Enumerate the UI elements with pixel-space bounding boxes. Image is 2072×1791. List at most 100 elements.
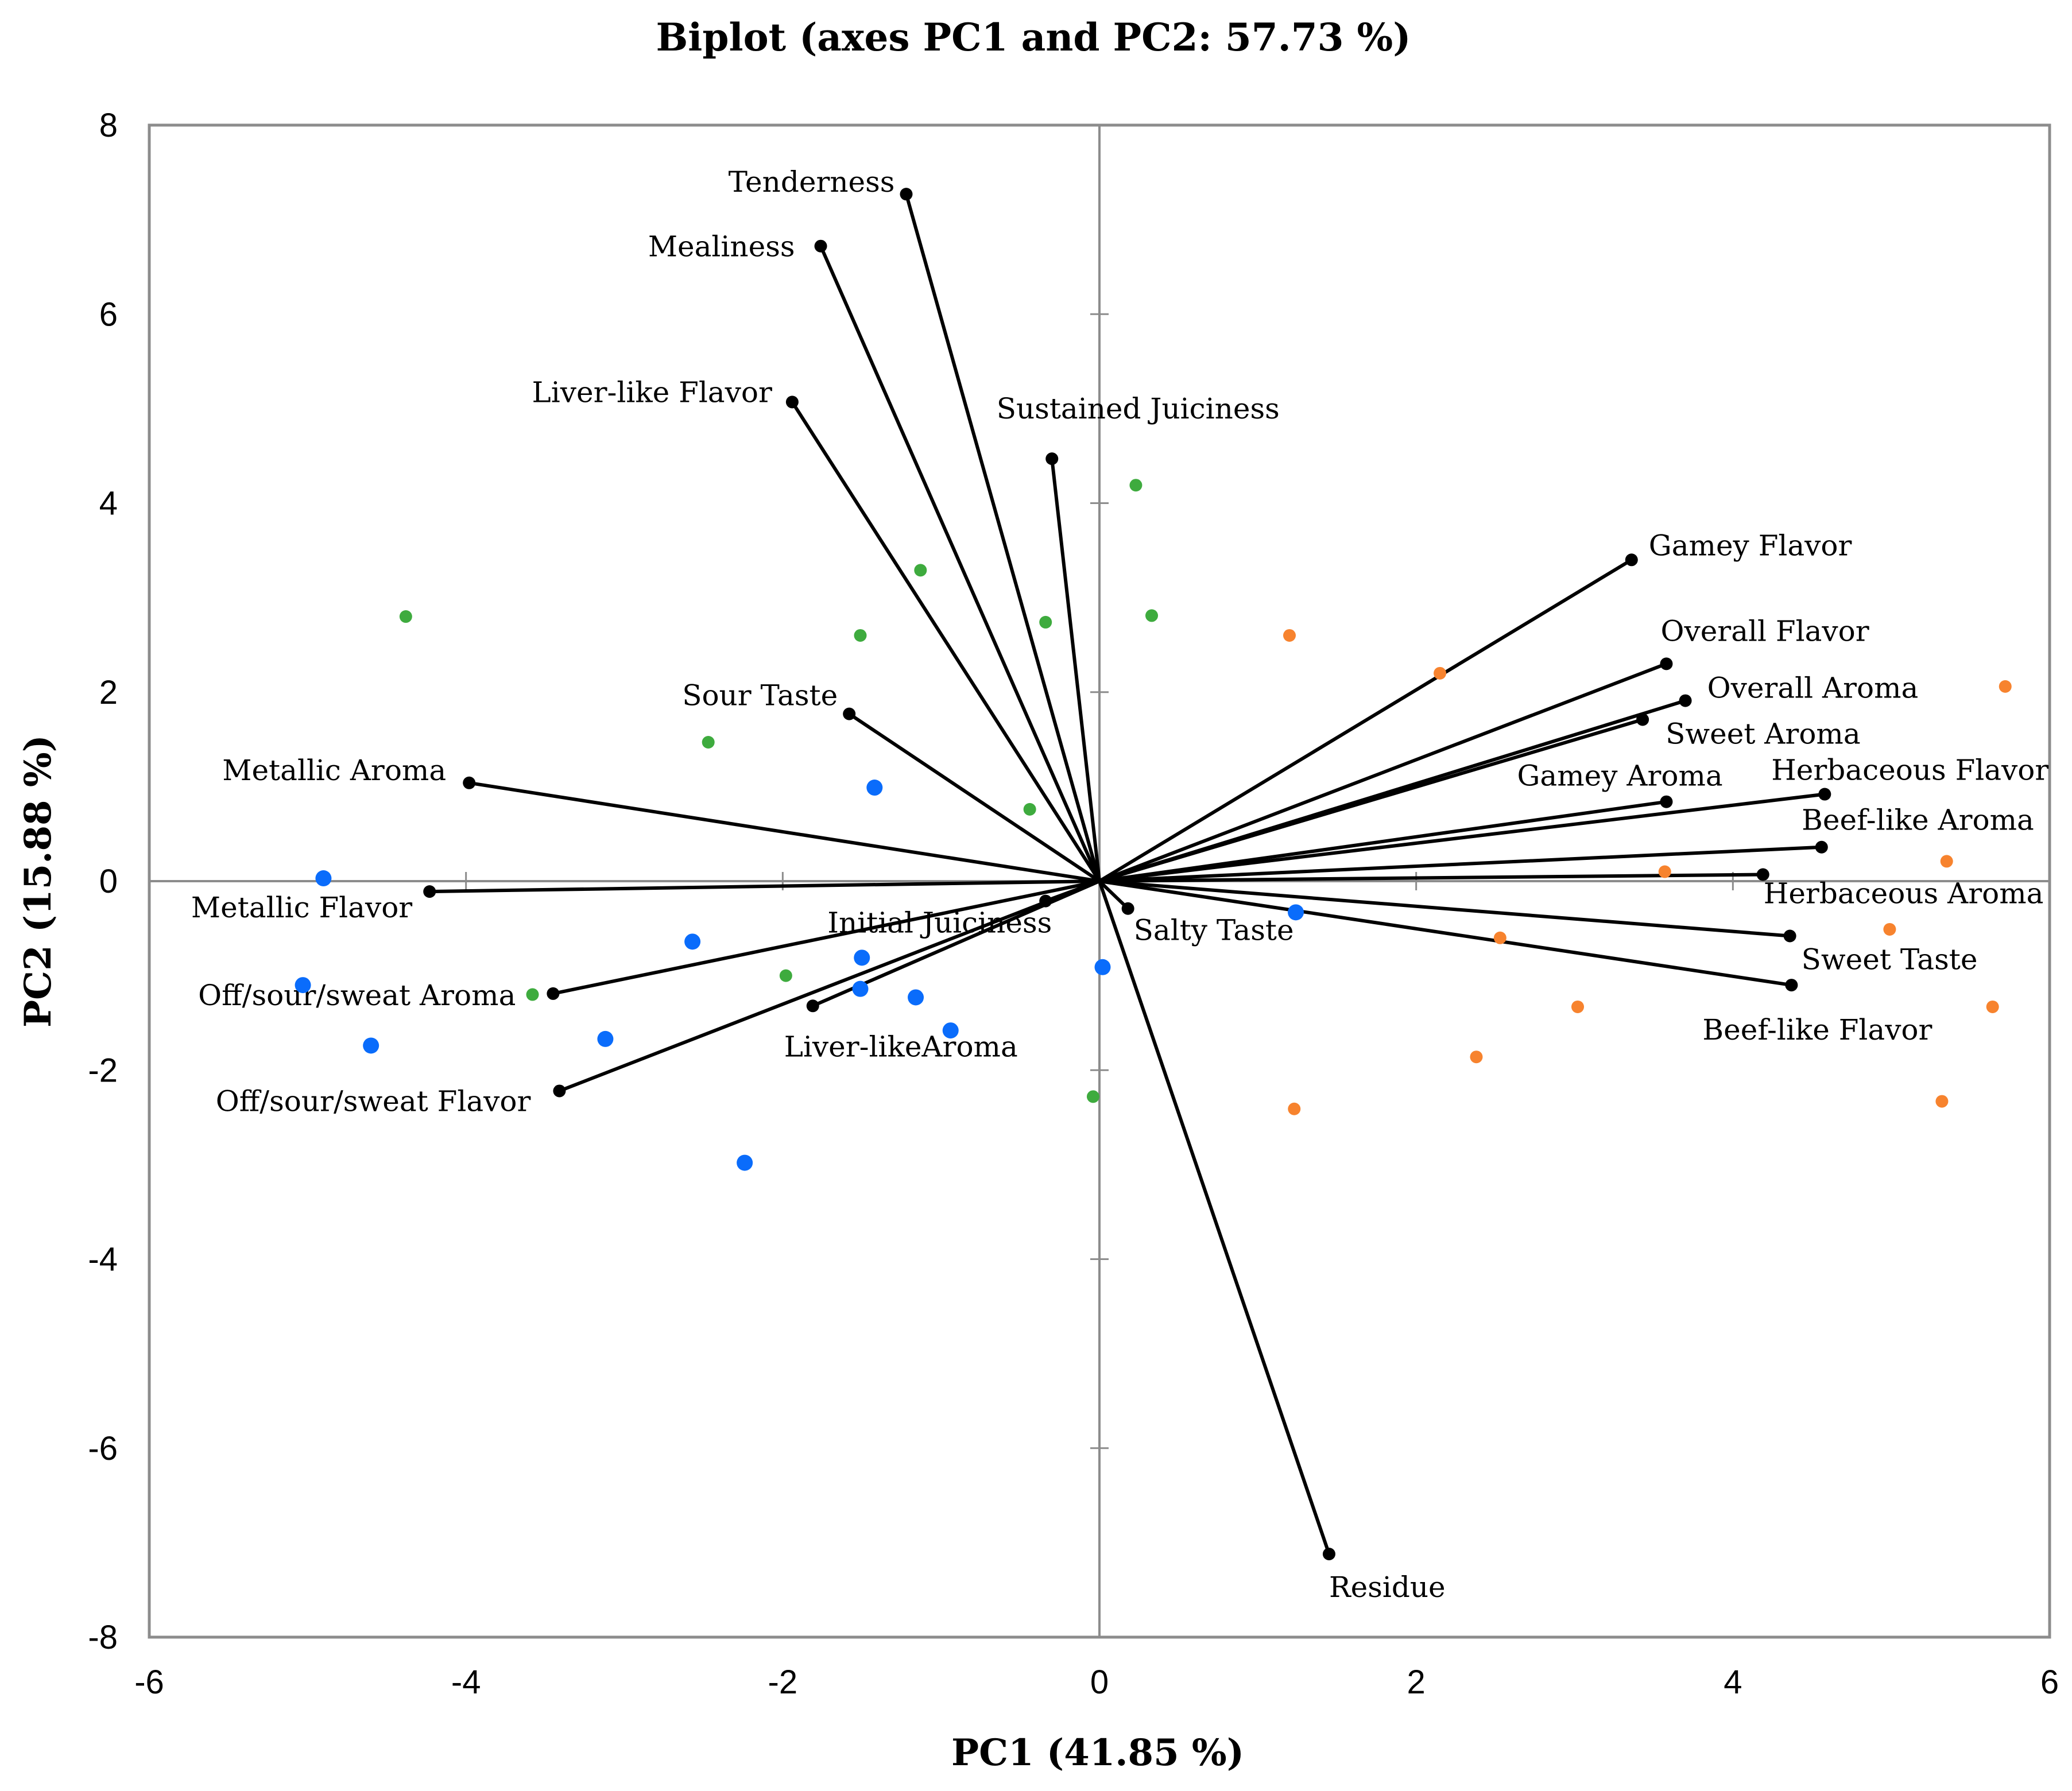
point-orange [1658,865,1671,878]
vector-endpoint-liver-likearoma [806,999,819,1013]
vector-endpoint-sustained-juiciness [1045,452,1059,466]
vector-endpoint-off-sour-sweat-flavor [553,1084,566,1098]
y-tick-label: -8 [88,1619,118,1656]
vector-tenderness [904,193,1101,882]
y-tick-label: 0 [99,863,118,900]
point-green [399,610,412,623]
vector-label-liver-like-flavor: Liver-like Flavor [532,375,772,409]
vector-label-liver-likearoma: Liver-likeAroma [784,1030,1018,1063]
vector-label-sustained-juiciness: Sustained Juiciness [997,392,1280,425]
vector-endpoint-herbaceous-aroma [1756,868,1769,881]
vector-liver-like-flavor [791,401,1101,882]
point-blue [684,933,701,950]
vector-endpoint-metallic-flavor [423,885,436,898]
point-blue [852,980,869,997]
vector-endpoint-beef-like-aroma [1815,840,1828,854]
vector-endpoint-metallic-aroma [463,776,476,789]
point-orange [1935,1095,1949,1108]
vector-endpoint-gamey-flavor [1625,553,1638,567]
point-green [1039,615,1052,629]
vector-sweet-taste [1099,879,1790,938]
y-tick-label: -4 [88,1241,118,1278]
y-tick-label: -6 [88,1430,118,1467]
vector-label-sour-taste: Sour Taste [682,679,838,712]
point-orange [1434,666,1447,680]
vector-metallic-aroma [468,781,1100,883]
vector-label-overall-flavor: Overall Flavor [1660,614,1869,648]
point-green [779,969,792,982]
point-orange [1571,1000,1585,1013]
vector-label-gamey-flavor: Gamey Flavor [1649,529,1852,562]
x-axis-label: PC1 (41.85 %) [951,1731,1244,1774]
vector-endpoint-gamey-aroma [1660,795,1673,808]
point-green [1023,803,1036,816]
point-green [854,629,867,642]
x-tick-label: 4 [1724,1664,1742,1701]
vector-endpoint-beef-like-flavor [1785,979,1798,992]
point-blue [854,949,870,966]
y-tick-label: 4 [99,485,118,522]
vector-sour-taste [848,712,1101,883]
vector-endpoint-mealiness [814,239,827,253]
vector-endpoint-overall-aroma [1679,694,1692,707]
vector-label-overall-aroma: Overall Aroma [1707,672,1919,705]
point-green [1129,479,1142,492]
vector-herbaceous-aroma [1099,873,1763,883]
point-blue [866,780,883,796]
vector-label-herbaceous-flavor: Herbaceous Flavor [1771,754,2048,787]
point-green [702,736,715,749]
point-green [1145,609,1159,622]
vector-endpoint-salty-taste [1121,902,1134,915]
x-tick-label: 6 [2040,1664,2059,1701]
point-blue [908,989,924,1006]
y-tick-label: 6 [99,296,118,333]
point-blue [1094,959,1111,975]
vector-endpoint-residue [1322,1548,1335,1561]
point-green [914,564,927,577]
vector-residue [1098,881,1331,1555]
vector-label-beef-like-aroma: Beef-like Aroma [1802,804,2034,837]
vector-gamey-flavor [1098,558,1633,883]
point-blue [295,977,311,994]
vector-endpoint-tenderness [900,188,913,201]
vector-off-sour-sweat-aroma [552,879,1100,995]
vector-label-residue: Residue [1329,1571,1446,1604]
point-blue [315,870,332,887]
vector-endpoint-sweet-taste [1783,929,1796,943]
vector-herbaceous-flavor [1099,792,1825,883]
vector-label-mealiness: Mealiness [648,230,795,263]
y-axis-label: PC2 (15.88 %) [17,735,60,1028]
vector-endpoint-sour-taste [843,707,856,720]
point-orange [1986,1000,1999,1013]
y-tick-label: 8 [99,107,118,144]
vector-label-initial-juiciness: Initial Juiciness [827,906,1052,940]
vector-metallic-flavor [429,879,1100,894]
vector-beef-like-flavor [1099,879,1792,987]
x-tick-label: -6 [134,1664,164,1701]
point-orange [1288,1102,1301,1115]
vector-label-metallic-aroma: Metallic Aroma [222,754,446,787]
point-orange [1493,931,1506,944]
vector-mealiness [819,245,1101,882]
vector-endpoint-overall-flavor [1660,657,1673,670]
x-tick-label: 0 [1090,1664,1109,1701]
point-orange [1999,680,2012,693]
vector-label-off-sour-sweat-flavor: Off/sour/sweat Flavor [216,1084,531,1118]
vector-salty-taste [1098,879,1129,910]
point-green [1086,1090,1099,1103]
chart-title: Biplot (axes PC1 and PC2: 57.73 %) [656,15,1411,60]
point-blue [737,1154,753,1171]
point-blue [363,1037,379,1054]
vector-beef-like-aroma [1099,845,1822,883]
vector-sweet-aroma [1099,718,1643,883]
point-blue [1288,904,1304,921]
vector-label-beef-like-flavor: Beef-like Flavor [1702,1013,1932,1046]
vector-label-salty-taste: Salty Taste [1134,914,1294,947]
point-blue [597,1030,614,1047]
vector-label-off-sour-sweat-aroma: Off/sour/sweat Aroma [198,979,516,1012]
vector-label-sweet-taste: Sweet Taste [1802,943,1978,976]
point-blue [942,1022,959,1039]
point-orange [1940,855,1953,868]
vector-endpoint-herbaceous-flavor [1818,788,1831,801]
